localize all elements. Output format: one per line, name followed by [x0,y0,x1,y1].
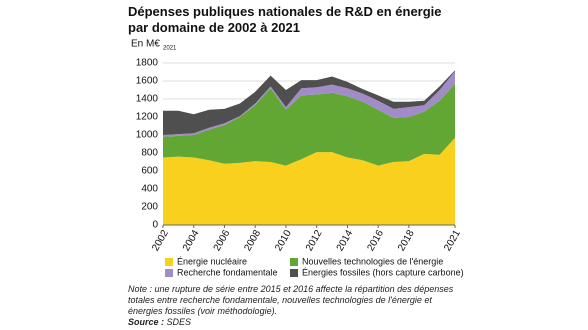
source: Source : SDES [128,317,191,327]
legend-label: Énergie nucléaire [177,256,247,266]
legend-swatch [165,269,173,277]
x-tick-label: 2016 [365,228,386,253]
y-label: En M€ [131,39,160,50]
y-tick-label: 400 [141,184,158,195]
y-tick-label: 600 [141,166,158,177]
area [163,137,455,225]
area [163,70,455,135]
x-tick-label: 2002 [150,228,171,253]
source-label: Source : [128,317,165,327]
legend-label: Nouvelles technologies de l'énergie [302,256,443,266]
legend-swatch [290,269,298,277]
x-tick-label: 2006 [212,228,233,253]
note: Note : une rupture de série entre 2015 e… [128,284,454,316]
y-tick-label: 1800 [136,58,159,69]
source-value: SDES [166,317,192,327]
y-tick-label: 1600 [136,76,159,87]
y-tick-label: 1400 [136,94,159,105]
legend-label: Énergies fossiles (hors capture carbone) [302,267,464,277]
x-tick-label: 2018 [396,228,417,253]
y-tick-label: 800 [141,148,158,159]
y-tick-label: 1000 [136,130,159,141]
chart-title: Dépenses publiques nationales de R&D en … [128,4,442,35]
y-label-sub: 2021 [163,46,177,52]
legend-label: Recherche fondamentale [177,267,278,277]
x-tick-label: 2014 [335,228,356,253]
x-tick-label: 2021 [442,228,463,253]
y-tick-label: 0 [152,220,158,231]
legend-swatch [290,258,298,266]
legend-swatch [165,258,173,266]
x-tick-label: 2004 [181,228,202,253]
y-tick-label: 200 [141,202,158,213]
x-tick-label: 2012 [304,228,325,253]
area [163,83,455,166]
y-tick-label: 1200 [136,112,159,123]
x-tick-label: 2008 [242,228,263,253]
x-tick-label: 2010 [273,228,294,253]
